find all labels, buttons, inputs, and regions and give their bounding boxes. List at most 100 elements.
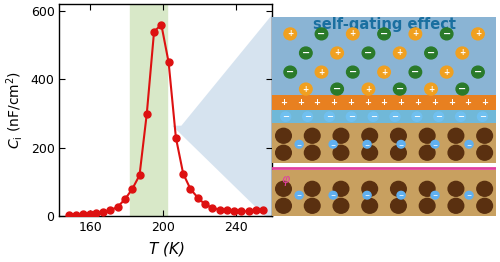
Circle shape (390, 128, 406, 143)
Text: −: − (302, 48, 310, 58)
Circle shape (315, 28, 328, 40)
Circle shape (420, 198, 435, 213)
Text: +: + (280, 98, 287, 107)
Circle shape (477, 128, 492, 143)
Circle shape (448, 181, 464, 196)
Polygon shape (172, 14, 272, 223)
Circle shape (390, 181, 406, 196)
Text: −: − (304, 112, 311, 121)
Circle shape (434, 112, 444, 121)
Circle shape (420, 181, 435, 196)
Text: self-gating effect: self-gating effect (312, 17, 456, 32)
Circle shape (448, 198, 464, 213)
Text: −: − (296, 193, 302, 198)
Circle shape (368, 112, 378, 121)
Circle shape (448, 128, 464, 143)
Circle shape (378, 66, 390, 78)
Text: −: − (286, 67, 294, 77)
Circle shape (276, 181, 291, 196)
Text: −: − (370, 112, 376, 121)
Text: −: − (474, 67, 482, 77)
Text: −: − (442, 29, 450, 39)
Circle shape (420, 128, 435, 143)
Text: −: − (435, 112, 442, 121)
Text: +: + (366, 85, 372, 94)
Circle shape (276, 128, 291, 143)
Circle shape (456, 112, 466, 121)
Circle shape (362, 198, 378, 213)
Circle shape (333, 128, 349, 143)
Circle shape (425, 47, 438, 59)
Circle shape (456, 47, 468, 59)
Text: −: − (364, 142, 370, 147)
Circle shape (363, 191, 371, 199)
Circle shape (284, 28, 296, 40)
Circle shape (477, 145, 492, 160)
Text: −: − (333, 84, 341, 94)
Circle shape (362, 181, 378, 196)
FancyBboxPatch shape (272, 170, 496, 216)
Text: +: + (314, 98, 320, 107)
Circle shape (390, 198, 406, 213)
Circle shape (465, 191, 473, 199)
Circle shape (478, 112, 488, 121)
Circle shape (276, 145, 291, 160)
Circle shape (333, 181, 349, 196)
Circle shape (333, 145, 349, 160)
Text: −: − (466, 193, 471, 198)
Circle shape (333, 198, 349, 213)
Circle shape (331, 83, 344, 95)
FancyBboxPatch shape (272, 123, 496, 163)
X-axis label: $T$ (K): $T$ (K) (148, 240, 184, 258)
Text: −: − (466, 142, 471, 147)
Circle shape (431, 140, 439, 148)
Circle shape (448, 145, 464, 160)
Text: $\varphi$: $\varphi$ (282, 174, 292, 188)
Circle shape (276, 198, 291, 213)
Text: −: − (282, 112, 289, 121)
Circle shape (362, 145, 378, 160)
Text: +: + (318, 68, 324, 77)
Circle shape (304, 145, 320, 160)
Text: −: − (392, 112, 398, 121)
Text: −: − (412, 67, 420, 77)
FancyBboxPatch shape (272, 95, 496, 110)
Circle shape (440, 28, 453, 40)
Text: +: + (330, 98, 338, 107)
Bar (130, 4, 167, 216)
Circle shape (300, 47, 312, 59)
Text: −: − (432, 193, 438, 198)
Text: +: + (380, 98, 388, 107)
Text: −: − (364, 48, 372, 58)
Text: +: + (414, 98, 421, 107)
Text: −: − (330, 142, 336, 147)
Text: +: + (381, 68, 387, 77)
Circle shape (397, 140, 405, 148)
Text: −: − (398, 193, 404, 198)
Circle shape (472, 28, 484, 40)
Text: +: + (448, 98, 454, 107)
Circle shape (302, 112, 312, 121)
Circle shape (281, 112, 290, 121)
Text: +: + (412, 29, 418, 38)
Text: −: − (348, 112, 355, 121)
Text: +: + (287, 29, 294, 38)
Circle shape (362, 128, 378, 143)
Circle shape (394, 47, 406, 59)
Circle shape (456, 83, 468, 95)
Text: +: + (347, 98, 354, 107)
Circle shape (362, 83, 374, 95)
Text: −: − (458, 84, 466, 94)
Circle shape (420, 145, 435, 160)
Circle shape (362, 47, 374, 59)
Text: −: − (348, 67, 357, 77)
Text: −: − (330, 193, 336, 198)
Circle shape (363, 140, 371, 148)
Circle shape (397, 191, 405, 199)
Circle shape (284, 66, 296, 78)
Circle shape (412, 112, 422, 121)
FancyBboxPatch shape (272, 17, 496, 127)
Text: +: + (428, 85, 434, 94)
Circle shape (394, 83, 406, 95)
Circle shape (315, 66, 328, 78)
